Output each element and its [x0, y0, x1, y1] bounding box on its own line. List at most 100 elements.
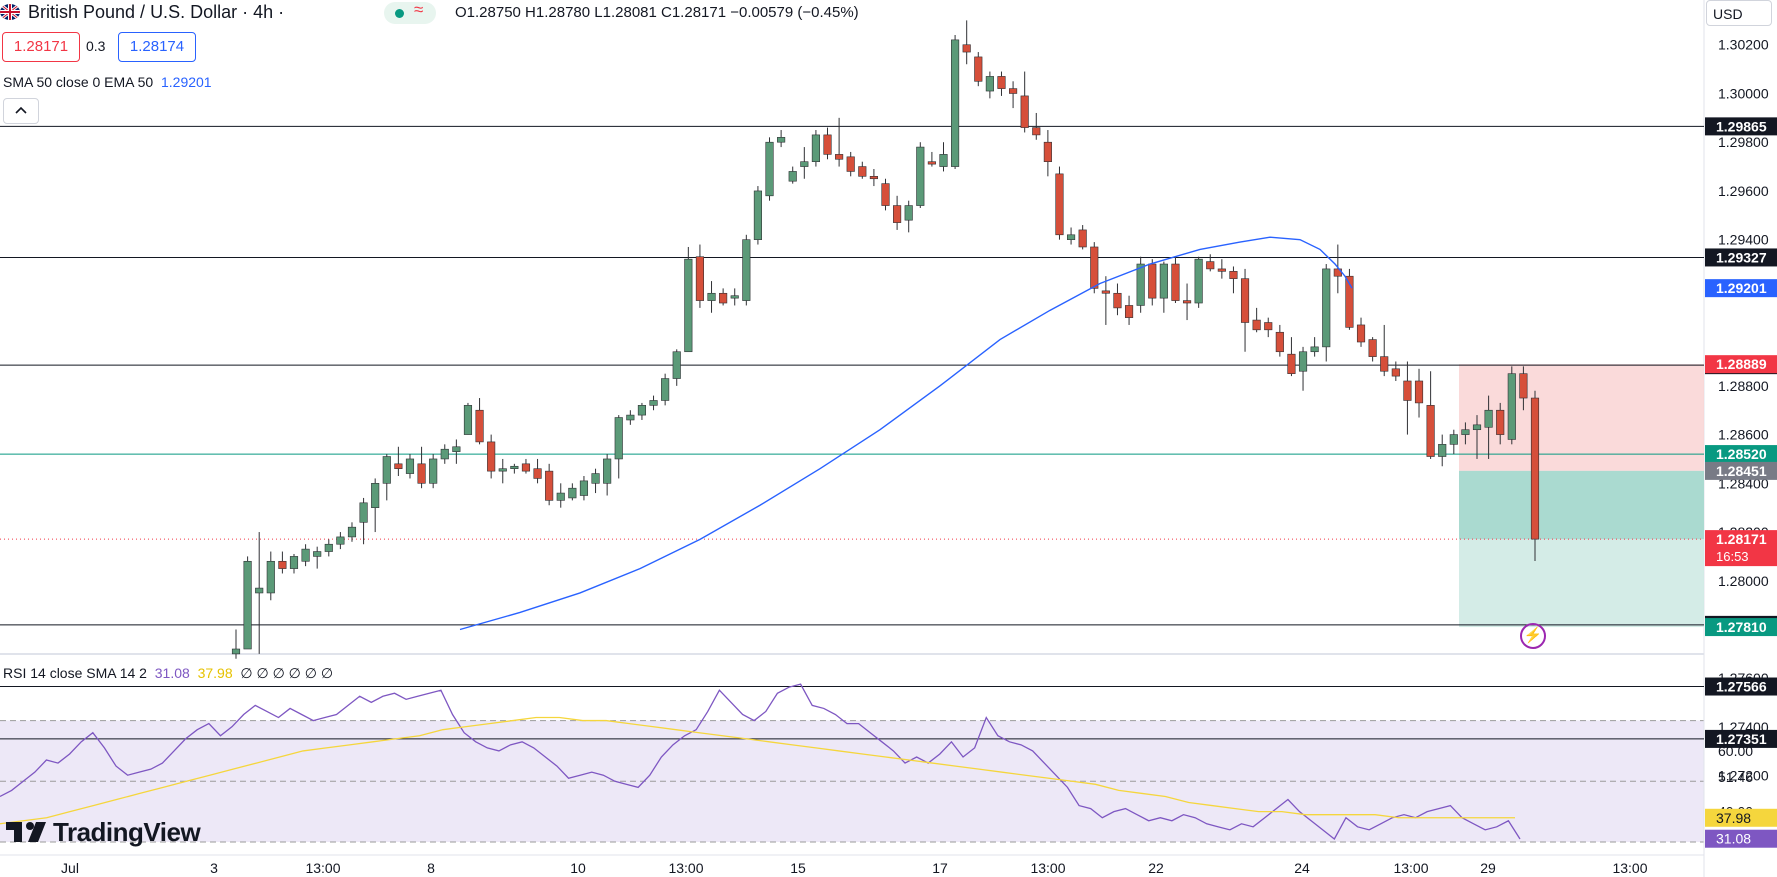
candle-body [1438, 444, 1447, 457]
sma-price-badge: 1.29201 [1716, 280, 1767, 296]
candle-body [1067, 234, 1076, 240]
candle-body [579, 480, 589, 496]
time-tick-label: 13:00 [1393, 860, 1428, 876]
candle-body [927, 161, 936, 165]
candle-body [347, 526, 357, 538]
candle-body [1414, 380, 1424, 404]
candle-body [568, 487, 577, 499]
candle-body [1043, 141, 1052, 162]
stop-price-badge-bg [1705, 355, 1777, 374]
level-price-badge-bg [1705, 677, 1777, 696]
candle-body [684, 258, 693, 353]
rsi-line [0, 683, 1521, 840]
buy-price-button[interactable]: 1.28174 [118, 32, 196, 62]
candle-body [1101, 290, 1110, 294]
price-tick-label: 1.27200 [1718, 768, 1769, 784]
price-tick-label: 1.29800 [1718, 134, 1769, 150]
tradingview-logo-icon[interactable] [6, 818, 50, 846]
candle-body [637, 405, 647, 416]
ohlc-values: O1.28750 H1.28780 L1.28081 C1.28171 −0.0… [455, 4, 859, 21]
target-price-badge-bg [1705, 618, 1777, 637]
candle-body [800, 161, 809, 167]
time-tick-label: 3 [210, 860, 218, 876]
candle-body [545, 470, 554, 501]
time-tick-label: 24 [1294, 860, 1310, 876]
price-tick-label: 1.29600 [1718, 183, 1769, 199]
candle-body [1356, 324, 1366, 343]
rsi-badge-bg [1705, 829, 1777, 848]
candle-body [881, 183, 890, 206]
position-price-badge: 1.28520 [1716, 446, 1767, 462]
price-tick-label: 1.28800 [1718, 378, 1769, 394]
symbol-title[interactable]: British Pound / U.S. Dollar · 4h · [28, 2, 285, 22]
candle-body [255, 587, 264, 594]
candle-body [243, 560, 252, 650]
sma-label: SMA 50 close 0 EMA 50 [3, 74, 154, 90]
candle-body [1472, 424, 1482, 431]
candle-body [719, 292, 728, 304]
currency-selector[interactable]: USD [1706, 0, 1772, 26]
candle-body [939, 154, 948, 167]
candle-body [1287, 353, 1296, 374]
candle-body [893, 205, 902, 223]
alert-bolt-icon[interactable]: ⚡ [1520, 623, 1546, 649]
price-tick-label: 1.28600 [1718, 427, 1769, 443]
candle-body [916, 146, 925, 206]
candle-body [788, 171, 797, 182]
time-tick-label: 17 [932, 860, 948, 876]
candle-body [452, 446, 461, 452]
candle-body [498, 468, 507, 472]
candle-body [730, 295, 739, 299]
candle-body [1530, 397, 1540, 540]
candle-body [1206, 261, 1215, 270]
candle-body [1403, 380, 1412, 401]
candle-body [962, 44, 971, 53]
rsi-extra-values: ∅ ∅ ∅ ∅ ∅ ∅ [240, 665, 334, 681]
delayed-data-icon: ≈ [414, 0, 424, 19]
rsi-label: RSI 14 close SMA 14 2 [3, 665, 147, 681]
indicator-legend-sma[interactable]: SMA 50 close 0 EMA 50 1.29201 [3, 74, 212, 90]
price-tick-label: 1.29400 [1718, 232, 1769, 248]
candle-body [904, 205, 913, 221]
rsi-tick-label: 51.46 [1718, 769, 1753, 785]
stop-loss-zone [1459, 364, 1704, 471]
candle-body [440, 448, 449, 460]
candle-body [661, 378, 670, 401]
candle-body [1020, 95, 1029, 128]
candle-body [1426, 405, 1435, 457]
sell-price-button[interactable]: 1.28171 [2, 32, 80, 62]
market-open-icon [395, 9, 404, 18]
sma-price-badge-bg [1705, 279, 1777, 298]
entry-price-badge: 1.28451 [1716, 463, 1767, 479]
candle-body [1298, 351, 1308, 372]
candle-body [1217, 268, 1226, 272]
rsi-sma-badge: 37.98 [1716, 810, 1751, 826]
candle-body [336, 536, 345, 545]
time-tick-label: 15 [790, 860, 806, 876]
collapse-legend-button[interactable] [3, 98, 39, 124]
market-status-badge[interactable] [384, 2, 436, 24]
indicator-legend-rsi[interactable]: RSI 14 close SMA 14 2 31.08 37.98 ∅ ∅ ∅ … [3, 665, 333, 682]
candle-body [846, 156, 855, 172]
candle-body [1461, 429, 1470, 435]
candle-body [1148, 263, 1157, 299]
candle-body [1194, 258, 1203, 304]
position-price-badge-bg [1705, 445, 1777, 464]
candle-body [1032, 127, 1041, 136]
candle-body [1496, 409, 1505, 435]
rsi-sma-badge-bg [1705, 808, 1777, 827]
candle-body [1368, 339, 1377, 357]
time-tick-label: 13:00 [1612, 860, 1647, 876]
candle-body [463, 405, 473, 435]
candle-body [835, 154, 844, 160]
last-price-badge-bg [1705, 530, 1777, 567]
candle-body [951, 39, 960, 167]
time-tick-label: 8 [427, 860, 435, 876]
level-price-badge: 1.29327 [1716, 249, 1767, 265]
entry-price-badge-bg [1705, 461, 1777, 480]
candle-body [394, 463, 403, 469]
candle-body [1391, 368, 1400, 377]
candle-body [695, 256, 704, 301]
last-price-badge: 1.28171 [1716, 531, 1767, 547]
